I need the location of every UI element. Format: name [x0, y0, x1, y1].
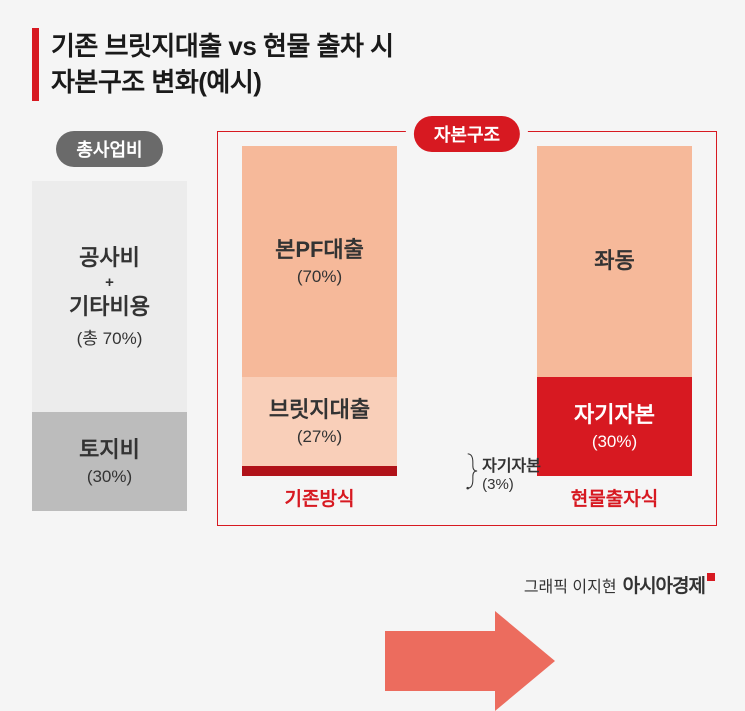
title-accent-bar	[32, 28, 39, 101]
credit-dot-icon	[707, 573, 715, 581]
existing-seg-equity-sliver	[242, 466, 397, 476]
seg-label: 자기자본	[574, 401, 655, 430]
seg-label: 공사비	[79, 244, 140, 273]
capital-structure-box: 자본구조 본PF대출 (70%) 브릿지대출 (27%) 기존방식	[217, 131, 717, 526]
credit-author: 그래픽 이지현	[524, 573, 617, 597]
seg-plus: +	[105, 274, 114, 291]
total-cost-column: 총사업비 공사비 + 기타비용 (총 70%) 토지비 (30%)	[32, 131, 187, 511]
new-seg-equity: 자기자본 (30%)	[537, 377, 692, 476]
title-block: 기존 브릿지대출 vs 현물 출차 시 자본구조 변화(예시)	[32, 28, 713, 101]
seg-pct: (70%)	[297, 267, 342, 287]
arrow-shape	[385, 611, 555, 711]
arrow-icon	[385, 611, 555, 711]
mini-label: 자기자본	[482, 452, 541, 476]
seg-label: 본PF대출	[275, 236, 364, 265]
mini-pct: (3%)	[482, 476, 541, 493]
new-stack: 좌동 자기자본 (30%)	[537, 146, 692, 476]
new-sub-label: 현물출자식	[571, 484, 658, 511]
seg-pct: (30%)	[87, 467, 132, 487]
title-line-1: 기존 브릿지대출 vs 현물 출차 시	[51, 28, 394, 64]
credit-line: 그래픽 이지현 아시아경제	[524, 571, 715, 598]
brace-icon	[466, 449, 478, 493]
seg-label: 좌동	[594, 247, 634, 276]
seg-pct: (30%)	[592, 432, 637, 452]
title-text: 기존 브릿지대출 vs 현물 출차 시 자본구조 변화(예시)	[51, 28, 394, 101]
credit-logo: 아시아경제	[623, 571, 705, 598]
mini-equity-callout: 자기자본 (3%)	[466, 449, 541, 493]
total-cost-pill: 총사업비	[56, 131, 162, 167]
seg-pct: (총 70%)	[77, 324, 143, 349]
existing-stack: 본PF대출 (70%) 브릿지대출 (27%)	[242, 146, 397, 476]
seg-label: 기타비용	[69, 293, 150, 322]
new-seg-same: 좌동	[537, 146, 692, 377]
chart-area: 총사업비 공사비 + 기타비용 (총 70%) 토지비 (30%) 자본구조 본…	[32, 131, 713, 571]
existing-seg-pf-loan: 본PF대출 (70%)	[242, 146, 397, 377]
title-line-2: 자본구조 변화(예시)	[51, 64, 394, 100]
capital-structure-pill: 자본구조	[414, 116, 520, 152]
seg-label: 토지비	[79, 436, 140, 465]
existing-sub-label: 기존방식	[285, 484, 355, 511]
seg-pct: (27%)	[297, 427, 342, 447]
total-seg-construction: 공사비 + 기타비용 (총 70%)	[32, 181, 187, 412]
capital-structure-header: 자본구조	[406, 116, 528, 152]
existing-seg-bridge-loan: 브릿지대출 (27%)	[242, 377, 397, 466]
arrow-column: 자기자본 (3%) .	[397, 481, 537, 511]
mini-text: 자기자본 (3%)	[482, 452, 541, 493]
seg-label: 브릿지대출	[269, 396, 370, 425]
existing-method-column: 본PF대출 (70%) 브릿지대출 (27%) 기존방식	[242, 146, 397, 511]
new-method-column: 좌동 자기자본 (30%) 현물출자식	[537, 146, 692, 511]
total-cost-stack: 공사비 + 기타비용 (총 70%) 토지비 (30%)	[32, 181, 187, 511]
total-seg-land: 토지비 (30%)	[32, 412, 187, 511]
